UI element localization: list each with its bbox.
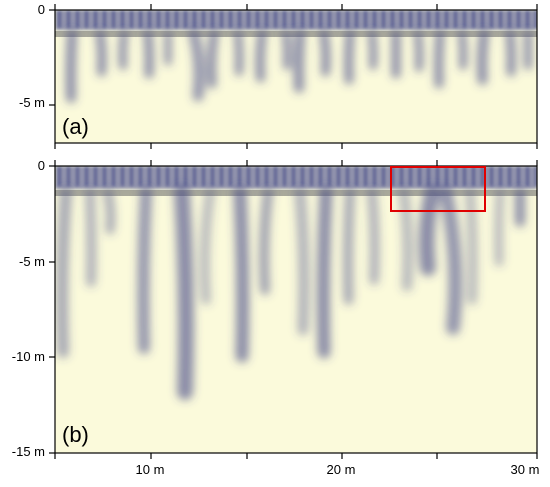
panel-b-finger bbox=[259, 188, 273, 295]
panel-a-finger bbox=[368, 30, 378, 70]
panel-b bbox=[49, 160, 538, 459]
panel-b-finger bbox=[199, 188, 215, 305]
panel-a-finger bbox=[143, 29, 154, 79]
panel-b-finger bbox=[398, 187, 414, 292]
panel-b-fingers bbox=[56, 185, 525, 400]
panel-b-ticks bbox=[49, 160, 538, 459]
panel-b-finger bbox=[367, 188, 380, 285]
panel-a-finger bbox=[344, 29, 355, 85]
panel-b-finger bbox=[103, 188, 116, 235]
panel-b-finger bbox=[316, 186, 333, 359]
xtick-30m: 30 m bbox=[510, 462, 540, 477]
panel-b-finger bbox=[439, 186, 463, 335]
panel-a-finger bbox=[118, 30, 128, 70]
panel-a-finger bbox=[255, 29, 267, 83]
highlight-box bbox=[390, 166, 486, 212]
panel-b-frame bbox=[54, 165, 538, 454]
panel-a-finger bbox=[206, 29, 219, 89]
panel-a-ticks bbox=[49, 4, 538, 149]
panel-a-source-layer bbox=[55, 10, 537, 30]
panel-a-finger bbox=[95, 29, 107, 77]
panel-b-source-layer bbox=[55, 166, 537, 189]
xtick-10m: 10 m bbox=[135, 462, 165, 477]
panel-a-finger bbox=[505, 29, 516, 77]
panel-b-finger bbox=[137, 187, 152, 354]
panel-a-fingers bbox=[65, 28, 532, 103]
panel-b-ytick-3: -15 m bbox=[11, 444, 45, 459]
panel-a-plumes bbox=[55, 10, 537, 103]
panel-a-ytick-0: 0 bbox=[37, 2, 45, 17]
panel-a-finger bbox=[65, 29, 77, 103]
panel-a-finger bbox=[234, 30, 244, 76]
panel-b-finger bbox=[233, 186, 250, 363]
panel-a-finger bbox=[458, 30, 468, 70]
panel-a-finger bbox=[434, 29, 445, 89]
panel-b-finger bbox=[343, 188, 355, 305]
panel-b-finger bbox=[294, 187, 310, 336]
panel-a-finger bbox=[414, 30, 424, 72]
panel-b-finger bbox=[494, 188, 505, 267]
panel-b-plumes bbox=[55, 166, 537, 400]
panel-b-finger bbox=[174, 185, 194, 400]
panel-b-label: (b) bbox=[62, 422, 89, 447]
panel-a-finger bbox=[477, 29, 489, 85]
panel-a-finger bbox=[293, 29, 305, 93]
panel-a-finger bbox=[319, 29, 331, 77]
panel-b-ytick-2: -10 m bbox=[11, 349, 45, 364]
panel-b-finger bbox=[465, 188, 478, 305]
panel-b-ytick-1: -5 m bbox=[19, 254, 45, 269]
panel-a-ytick-1: -5 m bbox=[19, 95, 45, 110]
panel-b-finger bbox=[56, 187, 72, 358]
panel-a-finger bbox=[188, 28, 205, 102]
xtick-20m: 20 m bbox=[326, 462, 356, 477]
panel-b-finger bbox=[418, 185, 440, 276]
panel-a bbox=[49, 4, 538, 149]
panel-a-finger bbox=[282, 30, 292, 70]
panel-b-ytick-0: 0 bbox=[37, 158, 45, 173]
panel-a-label: (a) bbox=[62, 114, 89, 139]
panel-a-frame bbox=[54, 9, 538, 144]
panel-b-finger bbox=[85, 188, 97, 287]
